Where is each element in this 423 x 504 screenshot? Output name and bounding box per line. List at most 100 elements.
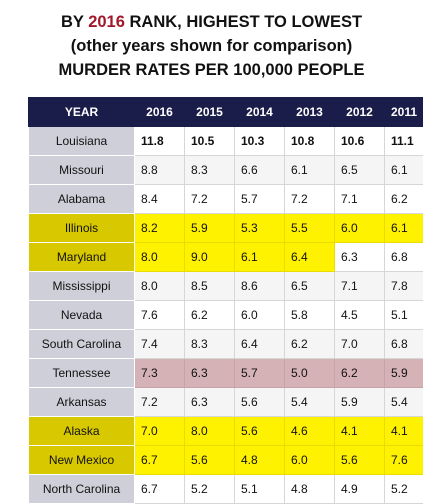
rate-cell: 6.0 [335,214,385,243]
chart-titles: BY 2016 RANK, HIGHEST TO LOWEST (other y… [0,0,423,82]
title-line-2: (other years shown for comparison) [0,34,423,58]
rate-cell: 8.0 [135,272,185,301]
state-name-cell: North Carolina [29,475,135,504]
year-col-2013: 2013 [285,98,335,127]
rate-cell: 5.8 [285,301,335,330]
state-name-cell: Alaska [29,417,135,446]
rate-cell: 6.1 [235,243,285,272]
rate-cell: 6.1 [285,156,335,185]
title-prefix: BY [61,13,84,31]
state-name-cell: Maryland [29,243,135,272]
rate-cell: 8.4 [135,185,185,214]
rate-cell: 6.7 [135,446,185,475]
rate-cell: 7.1 [335,185,385,214]
rate-cell: 6.6 [235,156,285,185]
rate-cell: 10.8 [285,127,335,156]
rate-cell: 7.3 [135,359,185,388]
year-col-2016: 2016 [135,98,185,127]
rate-cell: 6.3 [335,243,385,272]
rate-cell: 7.4 [135,330,185,359]
rate-cell: 6.4 [235,330,285,359]
rate-cell: 4.1 [385,417,423,446]
state-name-cell: South Carolina [29,330,135,359]
rate-cell: 6.2 [285,330,335,359]
rate-cell: 4.8 [235,446,285,475]
rate-cell: 5.6 [235,388,285,417]
state-name-cell: New Mexico [29,446,135,475]
rate-cell: 5.0 [285,359,335,388]
rate-cell: 7.2 [285,185,335,214]
title-rank-year: 2016 [88,13,125,31]
year-col-2012: 2012 [335,98,385,127]
rate-cell: 11.8 [135,127,185,156]
rate-cell: 8.6 [235,272,285,301]
rate-cell: 8.3 [185,156,235,185]
year-header: YEAR [29,98,135,127]
rate-cell: 7.6 [135,301,185,330]
rate-cell: 6.0 [235,301,285,330]
rate-cell: 6.0 [285,446,335,475]
rate-cell: 5.7 [235,359,285,388]
rate-cell: 6.1 [385,156,423,185]
rate-cell: 4.5 [335,301,385,330]
rate-cell: 4.8 [285,475,335,504]
rate-cell: 5.7 [235,185,285,214]
rate-cell: 5.6 [235,417,285,446]
rate-cell: 4.1 [335,417,385,446]
rate-cell: 9.0 [185,243,235,272]
rate-cell: 7.8 [385,272,423,301]
rate-cell: 10.6 [335,127,385,156]
rate-cell: 5.5 [285,214,335,243]
rate-cell: 10.5 [185,127,235,156]
rate-cell: 8.0 [185,417,235,446]
rate-cell: 8.3 [185,330,235,359]
rate-cell: 6.8 [385,330,423,359]
rate-cell: 5.1 [385,301,423,330]
rate-cell: 8.0 [135,243,185,272]
title-suffix: RANK, HIGHEST TO LOWEST [130,13,363,31]
murder-rates-table: YEAR 2016 2015 2014 2013 2012 2011 Louis… [28,97,423,504]
rate-cell: 6.2 [335,359,385,388]
state-name-cell: Nevada [29,301,135,330]
rate-cell: 5.4 [385,388,423,417]
state-name-cell: Arkansas [29,388,135,417]
rate-cell: 7.2 [185,185,235,214]
rate-cell: 8.5 [185,272,235,301]
state-name-cell: Illinois [29,214,135,243]
rate-cell: 5.2 [185,475,235,504]
state-name-cell: Mississippi [29,272,135,301]
rate-cell: 10.3 [235,127,285,156]
rate-cell: 5.6 [335,446,385,475]
rate-cell: 6.2 [185,301,235,330]
rate-cell: 6.7 [135,475,185,504]
rate-cell: 6.4 [285,243,335,272]
rate-cell: 6.1 [385,214,423,243]
rate-cell: 6.5 [335,156,385,185]
header-row: YEAR 2016 2015 2014 2013 2012 2011 [29,98,423,127]
rate-cell: 6.8 [385,243,423,272]
rate-cell: 5.4 [285,388,335,417]
rate-cell: 11.1 [385,127,423,156]
rate-cell: 5.6 [185,446,235,475]
state-name-cell: Tennessee [29,359,135,388]
rate-cell: 5.1 [235,475,285,504]
rate-cell: 4.6 [285,417,335,446]
rate-cell: 6.5 [285,272,335,301]
state-name-cell: Alabama [29,185,135,214]
rate-cell: 7.0 [335,330,385,359]
title-line-3: MURDER RATES PER 100,000 PEOPLE [0,58,423,82]
rate-cell: 6.2 [385,185,423,214]
rate-cell: 5.2 [385,475,423,504]
rate-cell: 7.6 [385,446,423,475]
